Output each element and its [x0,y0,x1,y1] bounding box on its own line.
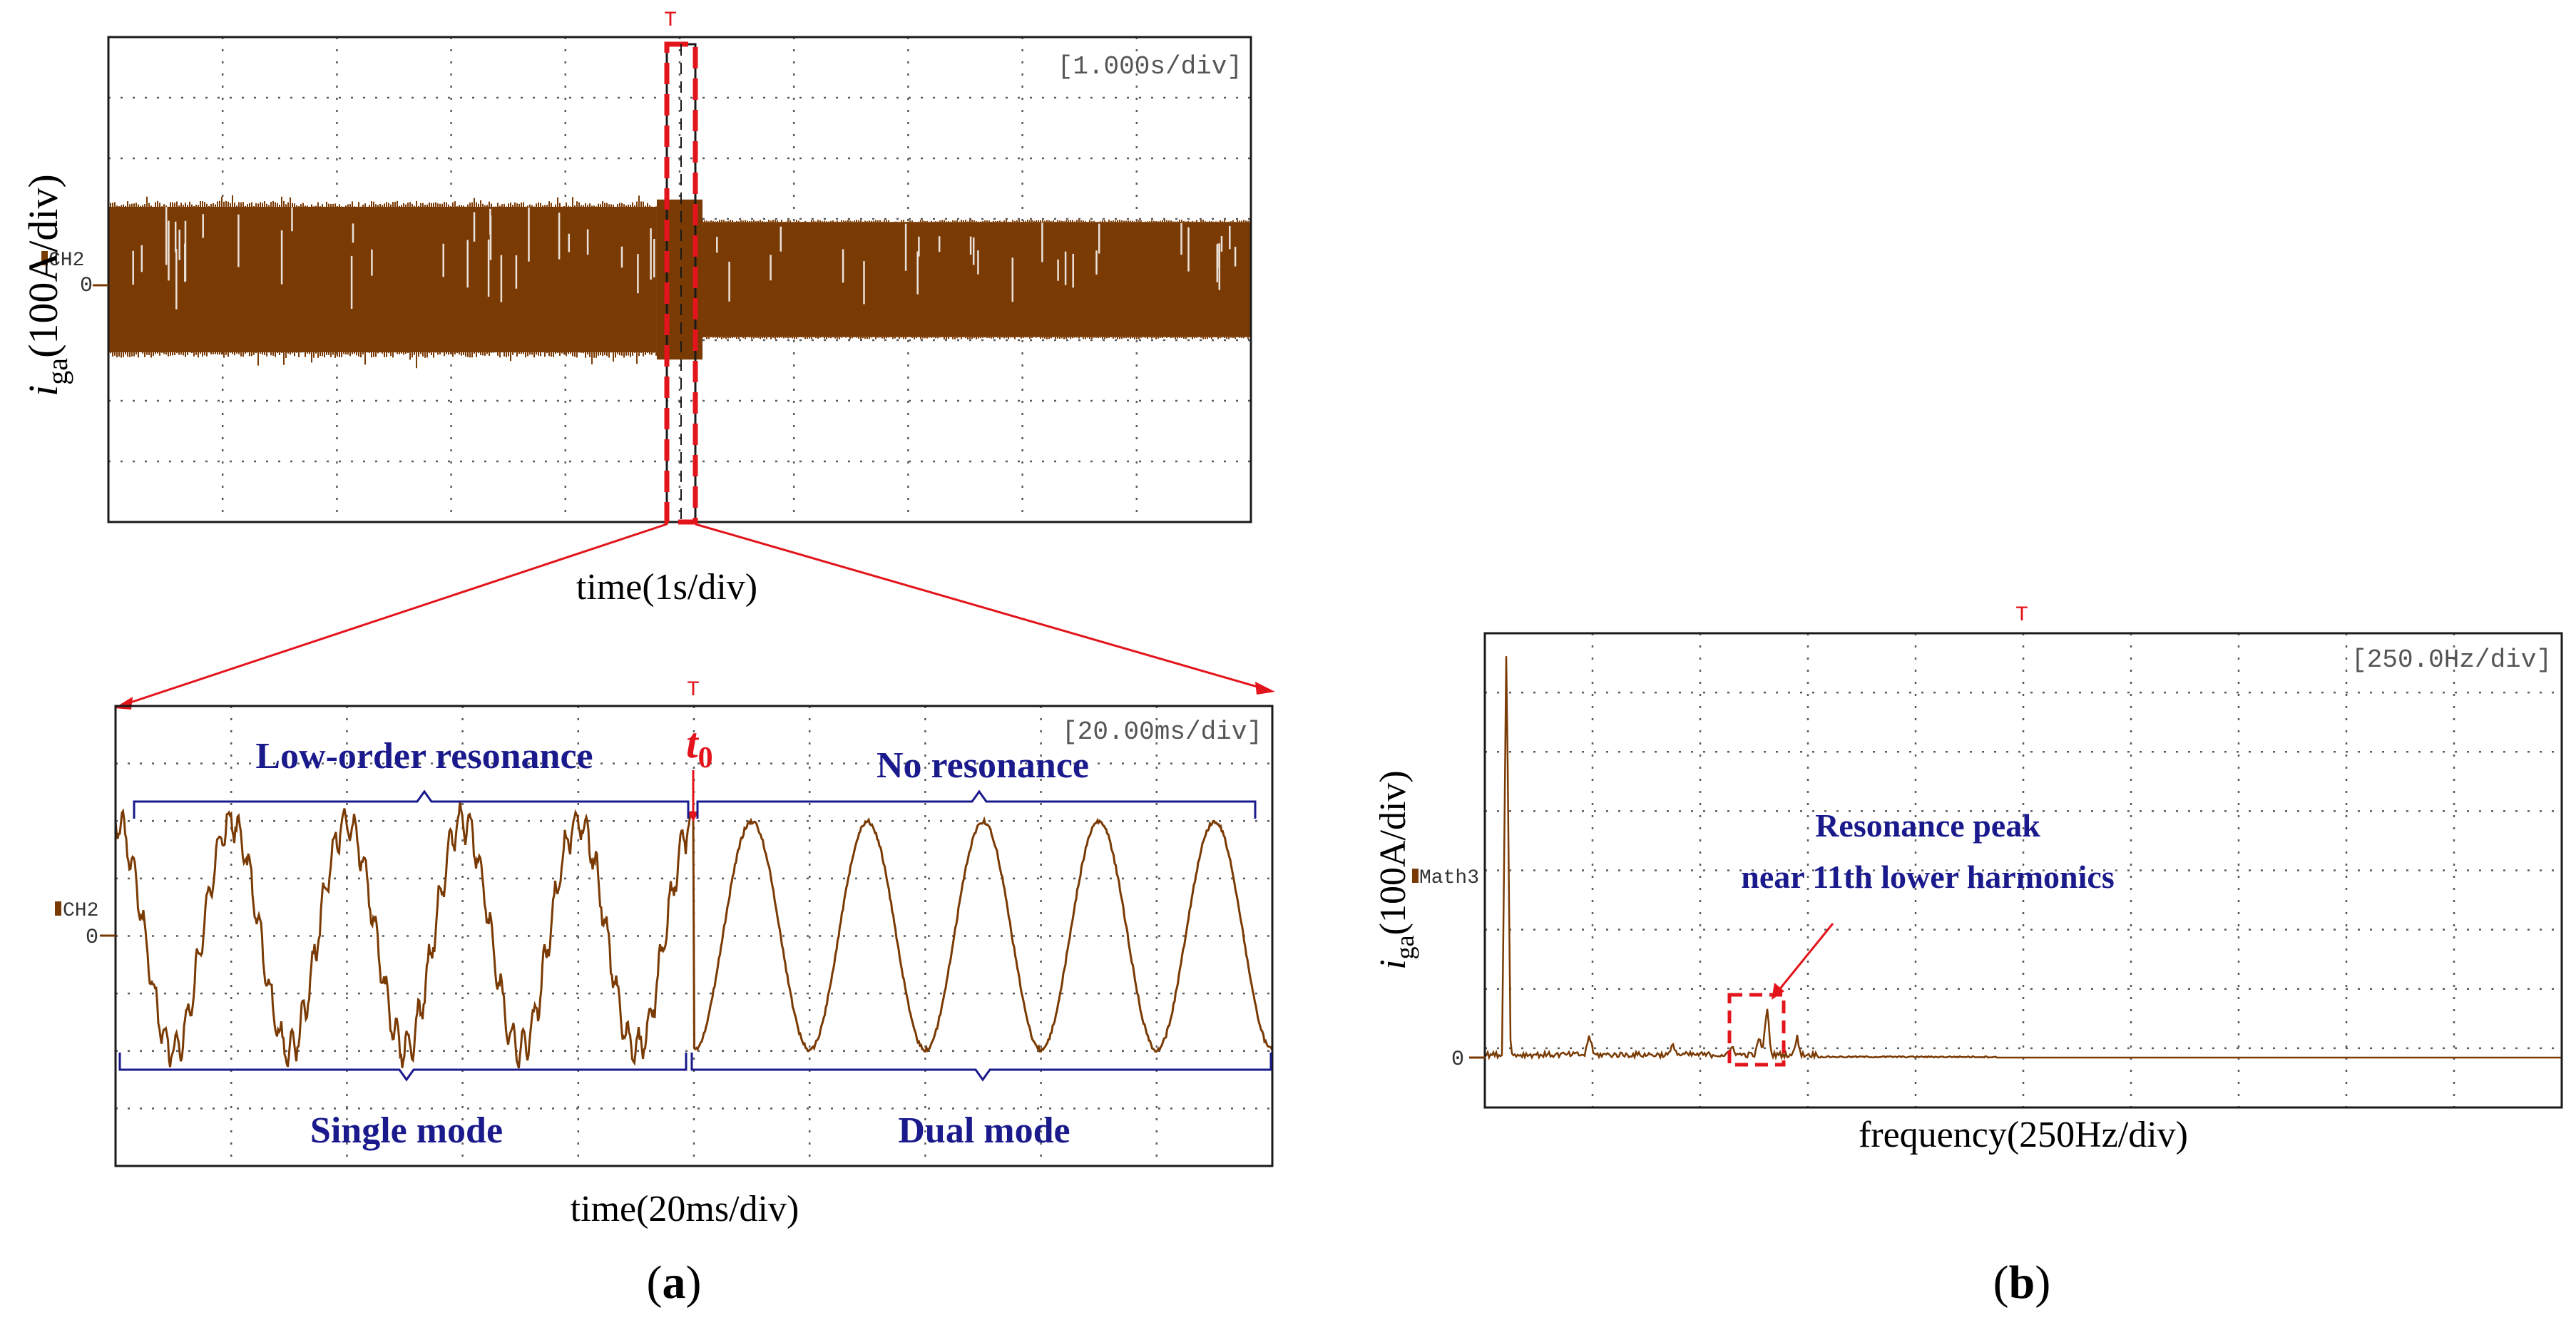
bottom-scale-text: [20.00ms/div] [1062,717,1262,747]
b-zero-label: 0 [1451,1048,1464,1072]
top-ylabel: iga(100A/div) [20,174,73,396]
brace-top-left [133,789,690,819]
annotation-no-resonance: No resonance [876,745,1089,786]
b-annotation-line2: near 11th lower harmonics [1741,859,2114,895]
b-plot-frame [1483,632,2563,1109]
b-trace [1484,656,2562,1061]
t0-label: t0 [686,720,713,774]
b-annotation-arrow-line [1777,923,1834,992]
bottom-channel-marker [55,901,61,916]
bottom-zero-label: 0 [86,926,98,950]
bottom-sine-trace [114,801,1273,1069]
caption-a: (a) [647,1257,702,1309]
zoom-arrow-left [114,697,133,710]
b-scale-text: [250.0Hz/div] [2351,645,2552,675]
zoom-arrow-right [1255,682,1275,695]
top-envelope-after [702,222,1251,337]
top-trace [108,195,1251,369]
bottom-xlabel: time(20ms/div) [571,1189,799,1229]
b-resonance-box [1727,993,1786,1067]
b-ylabel: iga(100A/div) [1373,770,1419,970]
top-envelope-before [108,207,657,352]
b-spectrum-trace [1484,656,2562,1061]
bottom-trace [114,801,1273,1069]
zoom-line-left [119,523,668,707]
top-envelope-gaps [132,207,1237,309]
top-channel-marker [41,251,48,265]
top-channel-label: CH2 [48,250,84,272]
top-scale-text: [1.000s/div] [1058,52,1242,81]
brace-bottom-right [690,1053,1272,1082]
bottom-trigger-marker: T [687,678,700,702]
bottom-channel-label: CH2 [63,900,98,922]
b-grid [1485,633,2562,1107]
zoom-line-right [695,523,1270,692]
b-channel-marker [1412,869,1419,883]
top-trigger-marker: T [664,9,677,33]
panel-b: [250.0Hz/div] T Math3 0 Resonance peak n… [1373,603,2563,1155]
b-annotation-line1: Resonance peak [1815,807,2040,844]
b-xlabel: frequency(250Hz/div) [1859,1115,2188,1155]
annotation-low-order-resonance: Low-order resonance [255,736,593,777]
top-zero-label: 0 [80,274,93,298]
top-xlabel: time(1s/div) [576,567,757,608]
caption-b: (b) [1993,1257,2051,1309]
b-trigger-marker: T [2015,603,2028,628]
annotation-single-mode: Single mode [310,1110,503,1151]
panel-a-top: [1.000s/div] T CH2 0 iga(100A/div) time(… [20,9,1252,608]
brace-top-right [696,789,1257,819]
b-channel-label: Math3 [1419,867,1479,889]
panel-a-bottom: [20.00ms/div] T CH2 0 t0 Low-order reson… [55,678,1274,1229]
t0-marker-arrow [688,812,699,822]
brace-bottom-left [118,1053,688,1082]
annotation-dual-mode: Dual mode [898,1110,1070,1151]
